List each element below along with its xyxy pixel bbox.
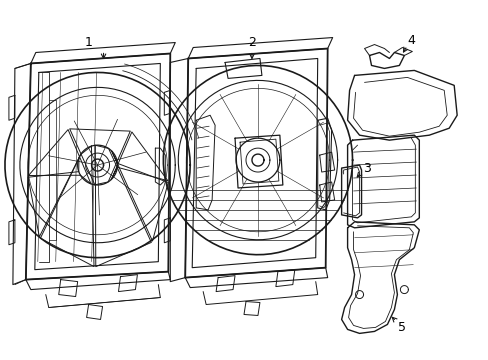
- Text: 4: 4: [407, 34, 414, 47]
- Text: 3: 3: [362, 162, 370, 175]
- Text: 5: 5: [398, 321, 406, 334]
- Text: 2: 2: [247, 36, 255, 49]
- Text: 1: 1: [84, 36, 92, 49]
